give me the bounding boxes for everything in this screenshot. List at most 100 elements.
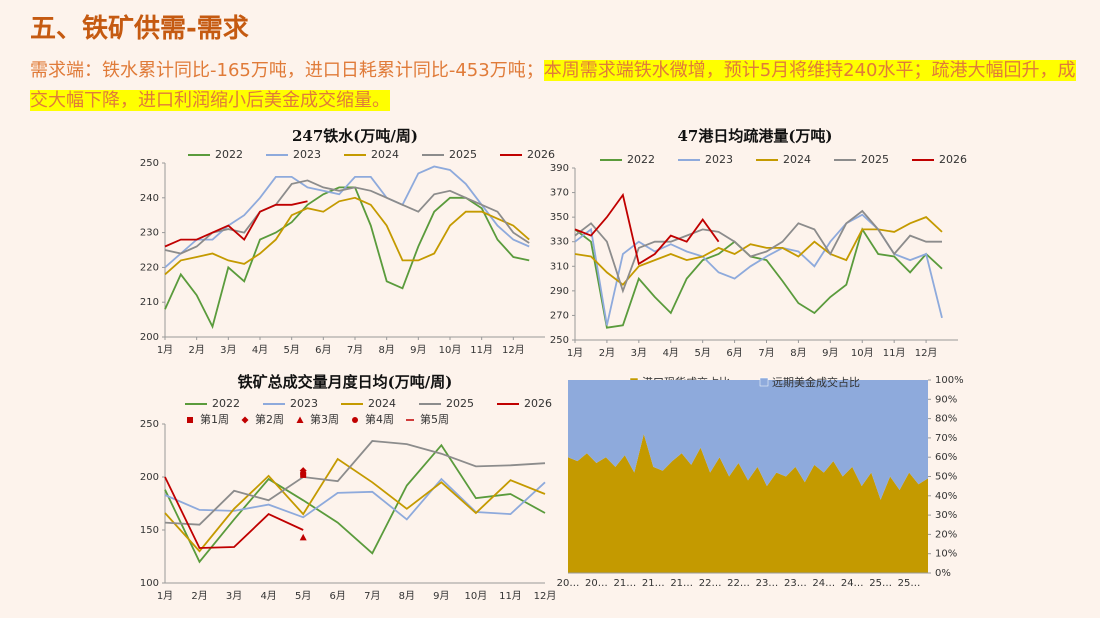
x-tick-label: 3月 [226,590,242,602]
x-tick-label: 1月 [157,590,173,602]
summary: 需求端：铁水累计同比-165万吨，进口日耗累计同比-453万吨；本周需求端铁水微… [30,56,1080,116]
legend-label: 第1周 [200,412,229,426]
y-tick-label: 210 [140,297,159,308]
x-tick-label: 11月 [499,590,522,602]
marker [296,416,304,423]
y-tick-label: 100 [140,578,159,589]
legend-label: 2026 [524,397,552,410]
x-tick-label: 24… [812,578,835,589]
y-tick-label: 70% [935,433,957,444]
x-tick-label: 9月 [433,590,449,602]
x-tick-label: 1月 [567,347,583,359]
y-tick-label: 80% [935,414,957,425]
x-tick-label: 2月 [599,347,615,359]
legend-label: 第5周 [420,412,449,426]
marker [187,417,193,423]
x-tick-label: 21… [670,578,693,589]
x-tick-label: 12月 [502,344,525,356]
y-tick-label: 240 [140,193,159,204]
x-tick-label: 4月 [663,347,679,359]
y-tick-label: 370 [550,188,569,199]
y-tick-label: 290 [550,286,569,297]
y-tick-label: 100% [935,375,964,386]
slide-title: 五、铁矿供需-需求 [30,14,249,44]
x-tick-label: 7月 [347,344,363,356]
y-tick-label: 200 [140,332,159,343]
x-tick-label: 3月 [220,344,236,356]
y-tick-label: 150 [140,525,159,536]
summary-text: 需求端：铁水累计同比-165万吨，进口日耗累计同比-453万吨； [30,60,544,81]
y-tick-label: 50% [935,472,957,483]
x-tick-label: 10月 [465,590,488,602]
y-tick-label: 10% [935,549,957,560]
x-tick-label: 21… [642,578,665,589]
legend-label: 远期美金成交占比 [772,375,860,389]
legend-label: 2024 [783,153,811,166]
series-line [574,192,720,266]
x-tick-label: 9月 [410,344,426,356]
x-tick-label: 10月 [851,347,874,359]
series-line [164,477,546,521]
chart-title: 铁矿总成交量月度日均(万吨/周) [238,373,453,391]
x-tick-label: 25… [869,578,892,589]
x-tick-label: 4月 [260,590,276,602]
y-tick-label: 250 [550,335,569,346]
legend-swatch [759,377,769,387]
series-line [164,440,546,526]
y-tick-label: 200 [140,472,159,483]
x-tick-label: 8月 [399,590,415,602]
y-tick-label: 270 [550,310,569,321]
x-tick-label: 8月 [378,344,394,356]
legend-label: 2023 [290,397,318,410]
legend-label: 2023 [293,148,321,161]
x-tick-label: 23… [784,578,807,589]
legend-label: 2022 [627,153,655,166]
x-tick-label: 11月 [470,344,493,356]
y-tick-label: 90% [935,394,957,405]
legend-label: 2026 [939,153,967,166]
area [568,434,928,573]
series-line [164,196,530,276]
series-line [574,227,943,329]
legend-label: 2022 [215,148,243,161]
series-line [164,200,308,248]
y-tick-label: 220 [140,262,159,273]
x-tick-label: 5月 [295,590,311,602]
marker [241,416,249,424]
y-tick-label: 20% [935,529,957,540]
x-tick-label: 21… [613,578,636,589]
chart-title: 47港日均疏港量(万吨) [677,127,832,145]
x-tick-label: 7月 [364,590,380,602]
legend-label: 2023 [705,153,733,166]
series-line [574,216,943,286]
series-line [164,179,530,255]
x-tick-label: 4月 [252,344,268,356]
x-tick-label: 2月 [188,344,204,356]
y-tick-label: 310 [550,261,569,272]
legend-label: 第4周 [365,412,394,426]
legend-label: 2022 [212,397,240,410]
x-tick-label: 7月 [758,347,774,359]
chart-title: 247铁水(万吨/周) [292,127,418,145]
marker [300,470,307,477]
x-tick-label: 5月 [283,344,299,356]
y-tick-label: 390 [550,163,569,174]
series-line [164,476,304,549]
y-tick-label: 250 [140,158,159,169]
y-tick-label: 30% [935,510,957,521]
legend-label: 2025 [449,148,477,161]
x-tick-label: 11月 [883,347,906,359]
x-tick-label: 1月 [157,344,173,356]
x-tick-label: 20… [557,578,580,589]
x-tick-label: 20… [585,578,608,589]
area [568,380,928,500]
x-tick-label: 10月 [439,344,462,356]
x-tick-label: 22… [699,578,722,589]
marker [352,417,358,423]
x-tick-label: 25… [898,578,921,589]
x-tick-label: 5月 [694,347,710,359]
legend-label: 2025 [446,397,474,410]
x-tick-label: 9月 [822,347,838,359]
